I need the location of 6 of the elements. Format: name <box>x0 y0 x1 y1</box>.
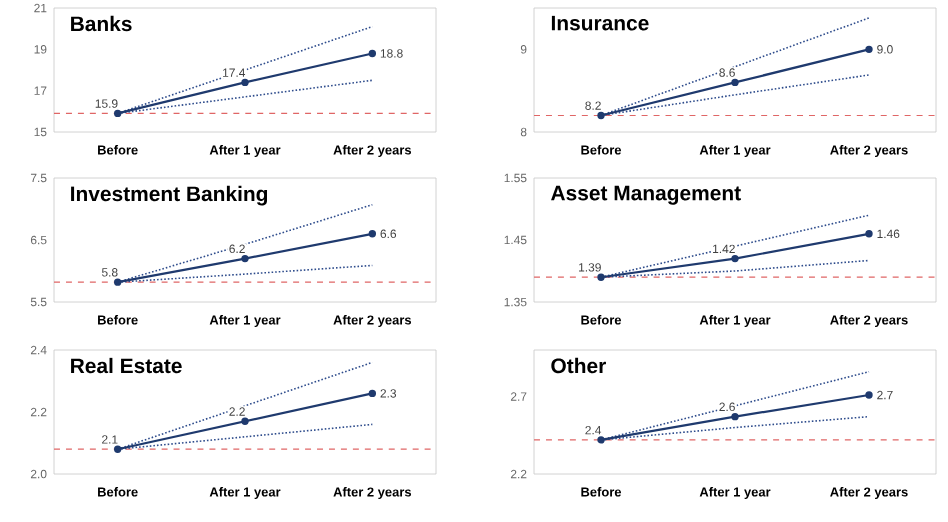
chart-title: Asset Management <box>551 185 741 205</box>
chart-title: Real Estate <box>71 357 182 374</box>
chart-title: Insurance <box>551 15 649 31</box>
chart-title: Banks <box>71 15 132 32</box>
chart-title: Other <box>551 357 606 374</box>
chart-title: Investment Banking <box>71 185 268 206</box>
